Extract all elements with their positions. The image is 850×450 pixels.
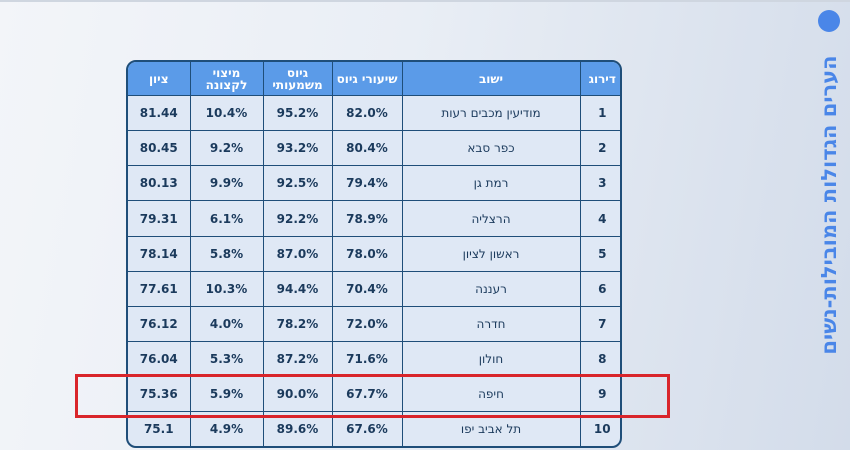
cell-officer-rate: 4.0% [189,306,263,343]
cell-officer-rate: 9.2% [189,130,263,167]
cell-enlistment-rate: 78.9% [331,200,402,237]
cell-rank: 6 [579,271,620,307]
table-row: 7 חדרה 72.0% 78.2% 4.0% 76.12 [128,306,620,343]
cell-officer-rate: 10.4% [189,95,263,132]
cell-officer-rate: 5.3% [189,341,263,378]
cell-city: חיפה [401,376,580,413]
column-header-city: ישוב [401,62,580,96]
cell-rank: 4 [579,200,620,237]
cell-meaningful-service: 87.0% [262,236,332,272]
cell-meaningful-service: 78.2% [262,306,332,343]
table-row: 1 מודיעין מכבים רעות 82.0% 95.2% 10.4% 81.44 [128,95,620,132]
cell-score: 79.31 [128,200,190,237]
top-divider [0,0,850,2]
cell-rank: 5 [579,236,620,272]
cell-enlistment-rate: 82.0% [331,95,402,132]
table-row: 8 חולון 71.6% 87.2% 5.3% 76.04 [128,341,620,378]
table-row: 9 חיפה 67.7% 90.0% 5.9% 75.36 [128,376,620,413]
cell-meaningful-service: 87.2% [262,341,332,378]
highlight-box-haifa [75,374,670,418]
cell-rank: 3 [579,165,620,202]
column-header-score: ציון [128,62,190,96]
cell-officer-rate: 5.8% [189,236,263,272]
column-header-meaningful-service: גיוס משמעותי [262,62,332,96]
cell-score: 81.44 [128,95,190,132]
cell-city: חולון [401,341,580,378]
rankings-table: דירוג ישוב שיעורי גיוס גיוס משמעותי מיצוי לק… [126,60,622,448]
cell-rank: 7 [579,306,620,343]
cell-rank: 2 [579,130,620,167]
table-row: 3 רמת גן 79.4% 92.5% 9.9% 80.13 [128,165,620,202]
column-header-officer-rate: מיצוי לקצונה [189,62,263,96]
cell-score: 78.14 [128,236,190,272]
cell-rank: 8 [579,341,620,378]
cell-rank: 9 [579,376,620,413]
cell-meaningful-service: 94.4% [262,271,332,307]
cell-enlistment-rate: 70.4% [331,271,402,307]
cell-enlistment-rate: 71.6% [331,341,402,378]
cell-meaningful-service: 93.2% [262,130,332,167]
cell-city: רמת גן [401,165,580,202]
table-row: 2 כפר סבא 80.4% 93.2% 9.2% 80.45 [128,130,620,167]
cell-enlistment-rate: 67.7% [331,376,402,413]
cell-enlistment-rate: 79.4% [331,165,402,202]
cell-meaningful-service: 92.5% [262,165,332,202]
cell-enlistment-rate: 78.0% [331,236,402,272]
cell-officer-rate: 5.9% [189,376,263,413]
column-header-enlistment-rate: שיעורי גיוס [331,62,402,96]
cell-city: חדרה [401,306,580,343]
bullet-dot-icon [818,10,840,32]
cell-officer-rate: 6.1% [189,200,263,237]
cell-meaningful-service: 90.0% [262,376,332,413]
column-header-rank: דירוג [579,62,620,96]
cell-officer-rate: 10.3% [189,271,263,307]
cell-city: כפר סבא [401,130,580,167]
slide-title: הערים הגדולות המובילות-נשים [817,55,841,355]
cell-city: ראשון לציון [401,236,580,272]
cell-meaningful-service: 92.2% [262,200,332,237]
table-row: 6 רעננה 70.4% 94.4% 10.3% 77.61 [128,271,620,307]
cell-score: 80.13 [128,165,190,202]
cell-score: 75.1 [143,422,174,437]
cell-city: רעננה [401,271,580,307]
table-row: 5 ראשון לציון 78.0% 87.0% 5.8% 78.14 [128,236,620,272]
cell-city: הרצליה [401,200,580,237]
cell-score: 80.45 [128,130,190,167]
cell-enlistment-rate: 72.0% [331,306,402,343]
cell-rank: 1 [579,95,620,132]
cell-score: 77.61 [128,271,190,307]
cell-enlistment-rate: 80.4% [331,130,402,167]
cell-score: 75.36 [128,376,190,413]
cell-score: 76.04 [128,341,190,378]
cell-city: מודיעין מכבים רעות [401,95,580,132]
cell-score: 76.12 [128,306,190,343]
cell-officer-rate: 9.9% [189,165,263,202]
cell-meaningful-service: 95.2% [262,95,332,132]
table-row: 4 הרצליה 78.9% 92.2% 6.1% 79.31 [128,200,620,237]
